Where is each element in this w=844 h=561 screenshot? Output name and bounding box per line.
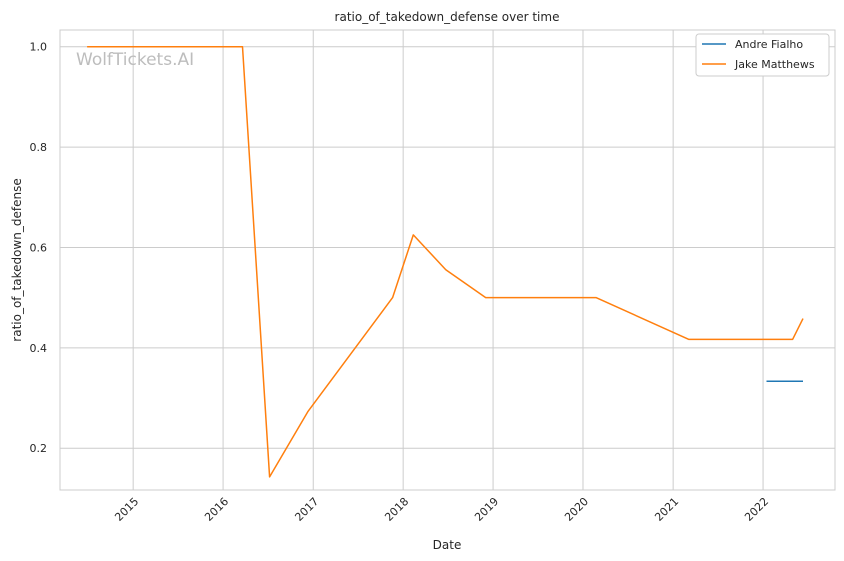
x-tick-label: 2018 — [382, 495, 411, 524]
series-group — [87, 45, 804, 478]
legend-box — [695, 33, 830, 77]
chart-title: ratio_of_takedown_defense over time — [335, 10, 560, 24]
y-tick-label: 1.0 — [30, 41, 48, 54]
legend-label-jake-matthews: Jake Matthews — [734, 58, 815, 71]
x-axis-label: Date — [433, 538, 462, 552]
plot-frame — [59, 29, 836, 491]
grid — [60, 30, 835, 490]
legend: Andre Fialho Jake Matthews — [695, 33, 830, 77]
y-tick-label: 0.2 — [30, 442, 48, 455]
legend-label-andre-fialho: Andre Fialho — [735, 38, 803, 51]
x-tick-label: 2016 — [202, 495, 231, 524]
watermark: WolfTickets.AI — [76, 50, 194, 70]
y-tick-label: 0.8 — [30, 141, 48, 154]
x-tick-label: 2015 — [112, 495, 141, 524]
x-tick-label: 2017 — [292, 495, 321, 524]
x-tick-label: 2022 — [742, 495, 771, 524]
y-tick-label: 0.6 — [30, 241, 48, 254]
y-axis-ticks: 0.2 0.4 0.6 0.8 1.0 — [30, 41, 48, 455]
y-tick-label: 0.4 — [30, 342, 48, 355]
series-line-jake-matthews — [87, 45, 804, 478]
x-tick-label: 2020 — [562, 495, 591, 524]
x-tick-label: 2021 — [652, 495, 681, 524]
x-tick-label: 2019 — [472, 495, 501, 524]
x-axis-ticks: 2015 2016 2017 2018 2019 2020 2021 2022 — [112, 495, 771, 524]
y-axis-label: ratio_of_takedown_defense — [10, 178, 24, 341]
